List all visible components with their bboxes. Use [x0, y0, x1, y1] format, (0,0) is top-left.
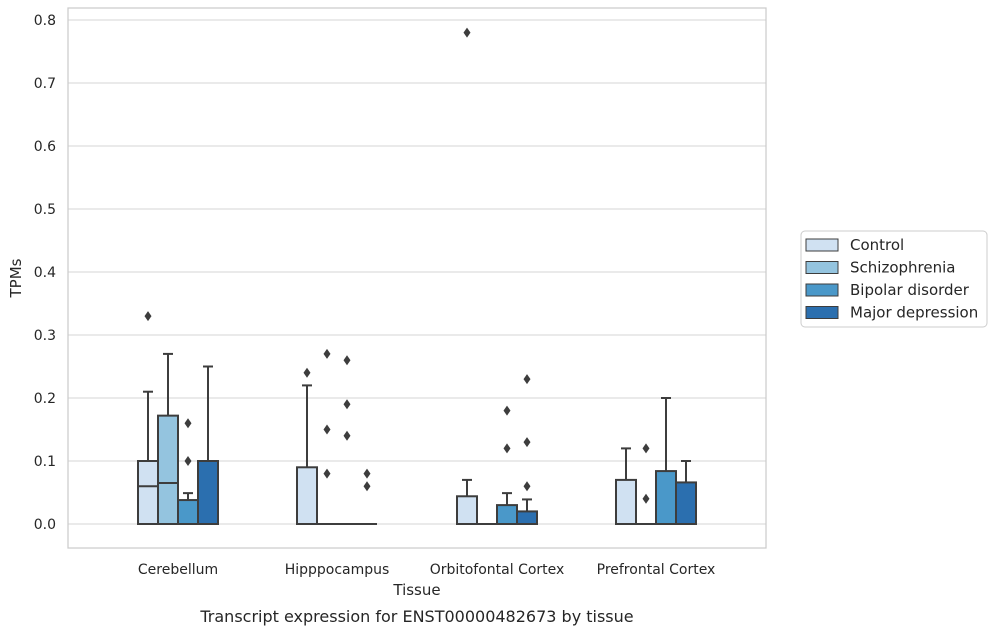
- outlier-point: [184, 418, 192, 429]
- outlier-point: [323, 424, 331, 435]
- outlier-point: [144, 311, 152, 322]
- x-tick-label: Hipppocampus: [285, 562, 390, 578]
- legend-swatch: [805, 283, 839, 297]
- y-tick-label: 0.7: [34, 76, 56, 92]
- y-tick-label: 0.1: [34, 454, 56, 470]
- box-major-depression: [357, 468, 377, 525]
- outlier-point: [463, 27, 471, 38]
- box-body: [615, 478, 637, 525]
- legend-swatch: [805, 261, 839, 274]
- box-body: [157, 414, 179, 526]
- y-tick-label: 0.5: [34, 202, 56, 218]
- outlier-point: [523, 374, 531, 385]
- x-tick-label: Prefrontal Cortex: [597, 562, 716, 578]
- grid-lines: [68, 19, 766, 525]
- outlier-point: [523, 437, 531, 448]
- legend-frame: [800, 230, 988, 328]
- box-schizophrenia: [636, 443, 656, 525]
- legend[interactable]: Control Schizophrenia Bipolar disorder Majo…: [800, 230, 988, 328]
- box-body: [496, 504, 518, 526]
- outlier-point: [642, 493, 650, 504]
- box-major-depression: [516, 374, 538, 525]
- box-body: [197, 460, 219, 525]
- x-axis-label: Tissue: [392, 581, 440, 599]
- outlier-point: [523, 481, 531, 492]
- box-body: [516, 510, 538, 525]
- outlier-point: [503, 405, 511, 416]
- box-body: [296, 466, 318, 525]
- box-body: [456, 495, 478, 525]
- legend-item[interactable]: Bipolar disorder: [805, 281, 970, 299]
- legend-item[interactable]: Major depression: [805, 304, 978, 322]
- y-tick-label: 0.4: [34, 265, 56, 281]
- box-schizophrenia: [317, 348, 337, 525]
- legend-swatch: [805, 306, 839, 319]
- box-control: [137, 311, 159, 525]
- box-major-depression: [197, 365, 219, 525]
- legend-swatch: [805, 238, 839, 252]
- legend-label: Control: [850, 236, 904, 254]
- outlier-point: [323, 348, 331, 359]
- outlier-point: [343, 399, 351, 410]
- box-schizophrenia: [157, 352, 179, 526]
- legend-label: Schizophrenia: [850, 259, 955, 277]
- y-axis-label: TPMs: [7, 258, 25, 298]
- outlier-point: [343, 430, 351, 441]
- legend-label: Major depression: [850, 304, 978, 322]
- box-body: [137, 460, 159, 525]
- box-body: [655, 470, 677, 525]
- outlier-point: [642, 443, 650, 454]
- legend-item[interactable]: Schizophrenia: [805, 259, 955, 277]
- legend-label: Bipolar disorder: [850, 281, 970, 299]
- figure-caption: Transcript expression for ENST0000048267…: [199, 607, 633, 626]
- outlier-point: [503, 443, 511, 454]
- box-control: [456, 27, 478, 525]
- box-control: [615, 447, 637, 525]
- box-bipolar-disorder: [337, 355, 357, 525]
- plot-area-frame: [67, 7, 767, 549]
- y-tick-label: 0.3: [34, 328, 56, 344]
- y-axis-ticks: 0.0 0.1 0.2 0.3 0.4 0.5 0.6 0.7 0.8: [34, 13, 56, 533]
- outlier-point: [323, 468, 331, 479]
- box-control: [296, 367, 318, 525]
- outlier-point: [363, 481, 371, 492]
- outlier-point: [343, 355, 351, 366]
- box-body: [177, 499, 199, 525]
- outlier-point: [303, 367, 311, 378]
- x-tick-label: Cerebellum: [138, 562, 218, 578]
- x-tick-label: Orbitofontal Cortex: [430, 562, 565, 578]
- box-body: [675, 481, 697, 526]
- outlier-point: [363, 468, 371, 479]
- y-tick-label: 0.0: [34, 517, 56, 533]
- outlier-point: [184, 456, 192, 466]
- y-tick-label: 0.6: [34, 139, 56, 155]
- box-series: [137, 27, 697, 526]
- box-bipolar-disorder: [177, 418, 199, 525]
- y-tick-label: 0.8: [34, 13, 56, 29]
- box-major-depression: [675, 460, 697, 526]
- box-bipolar-disorder: [496, 405, 518, 526]
- legend-item[interactable]: Control: [805, 236, 904, 254]
- x-axis-ticks: Cerebellum Hipppocampus Orbitofontal Corte…: [138, 562, 715, 578]
- y-tick-label: 0.2: [34, 391, 56, 407]
